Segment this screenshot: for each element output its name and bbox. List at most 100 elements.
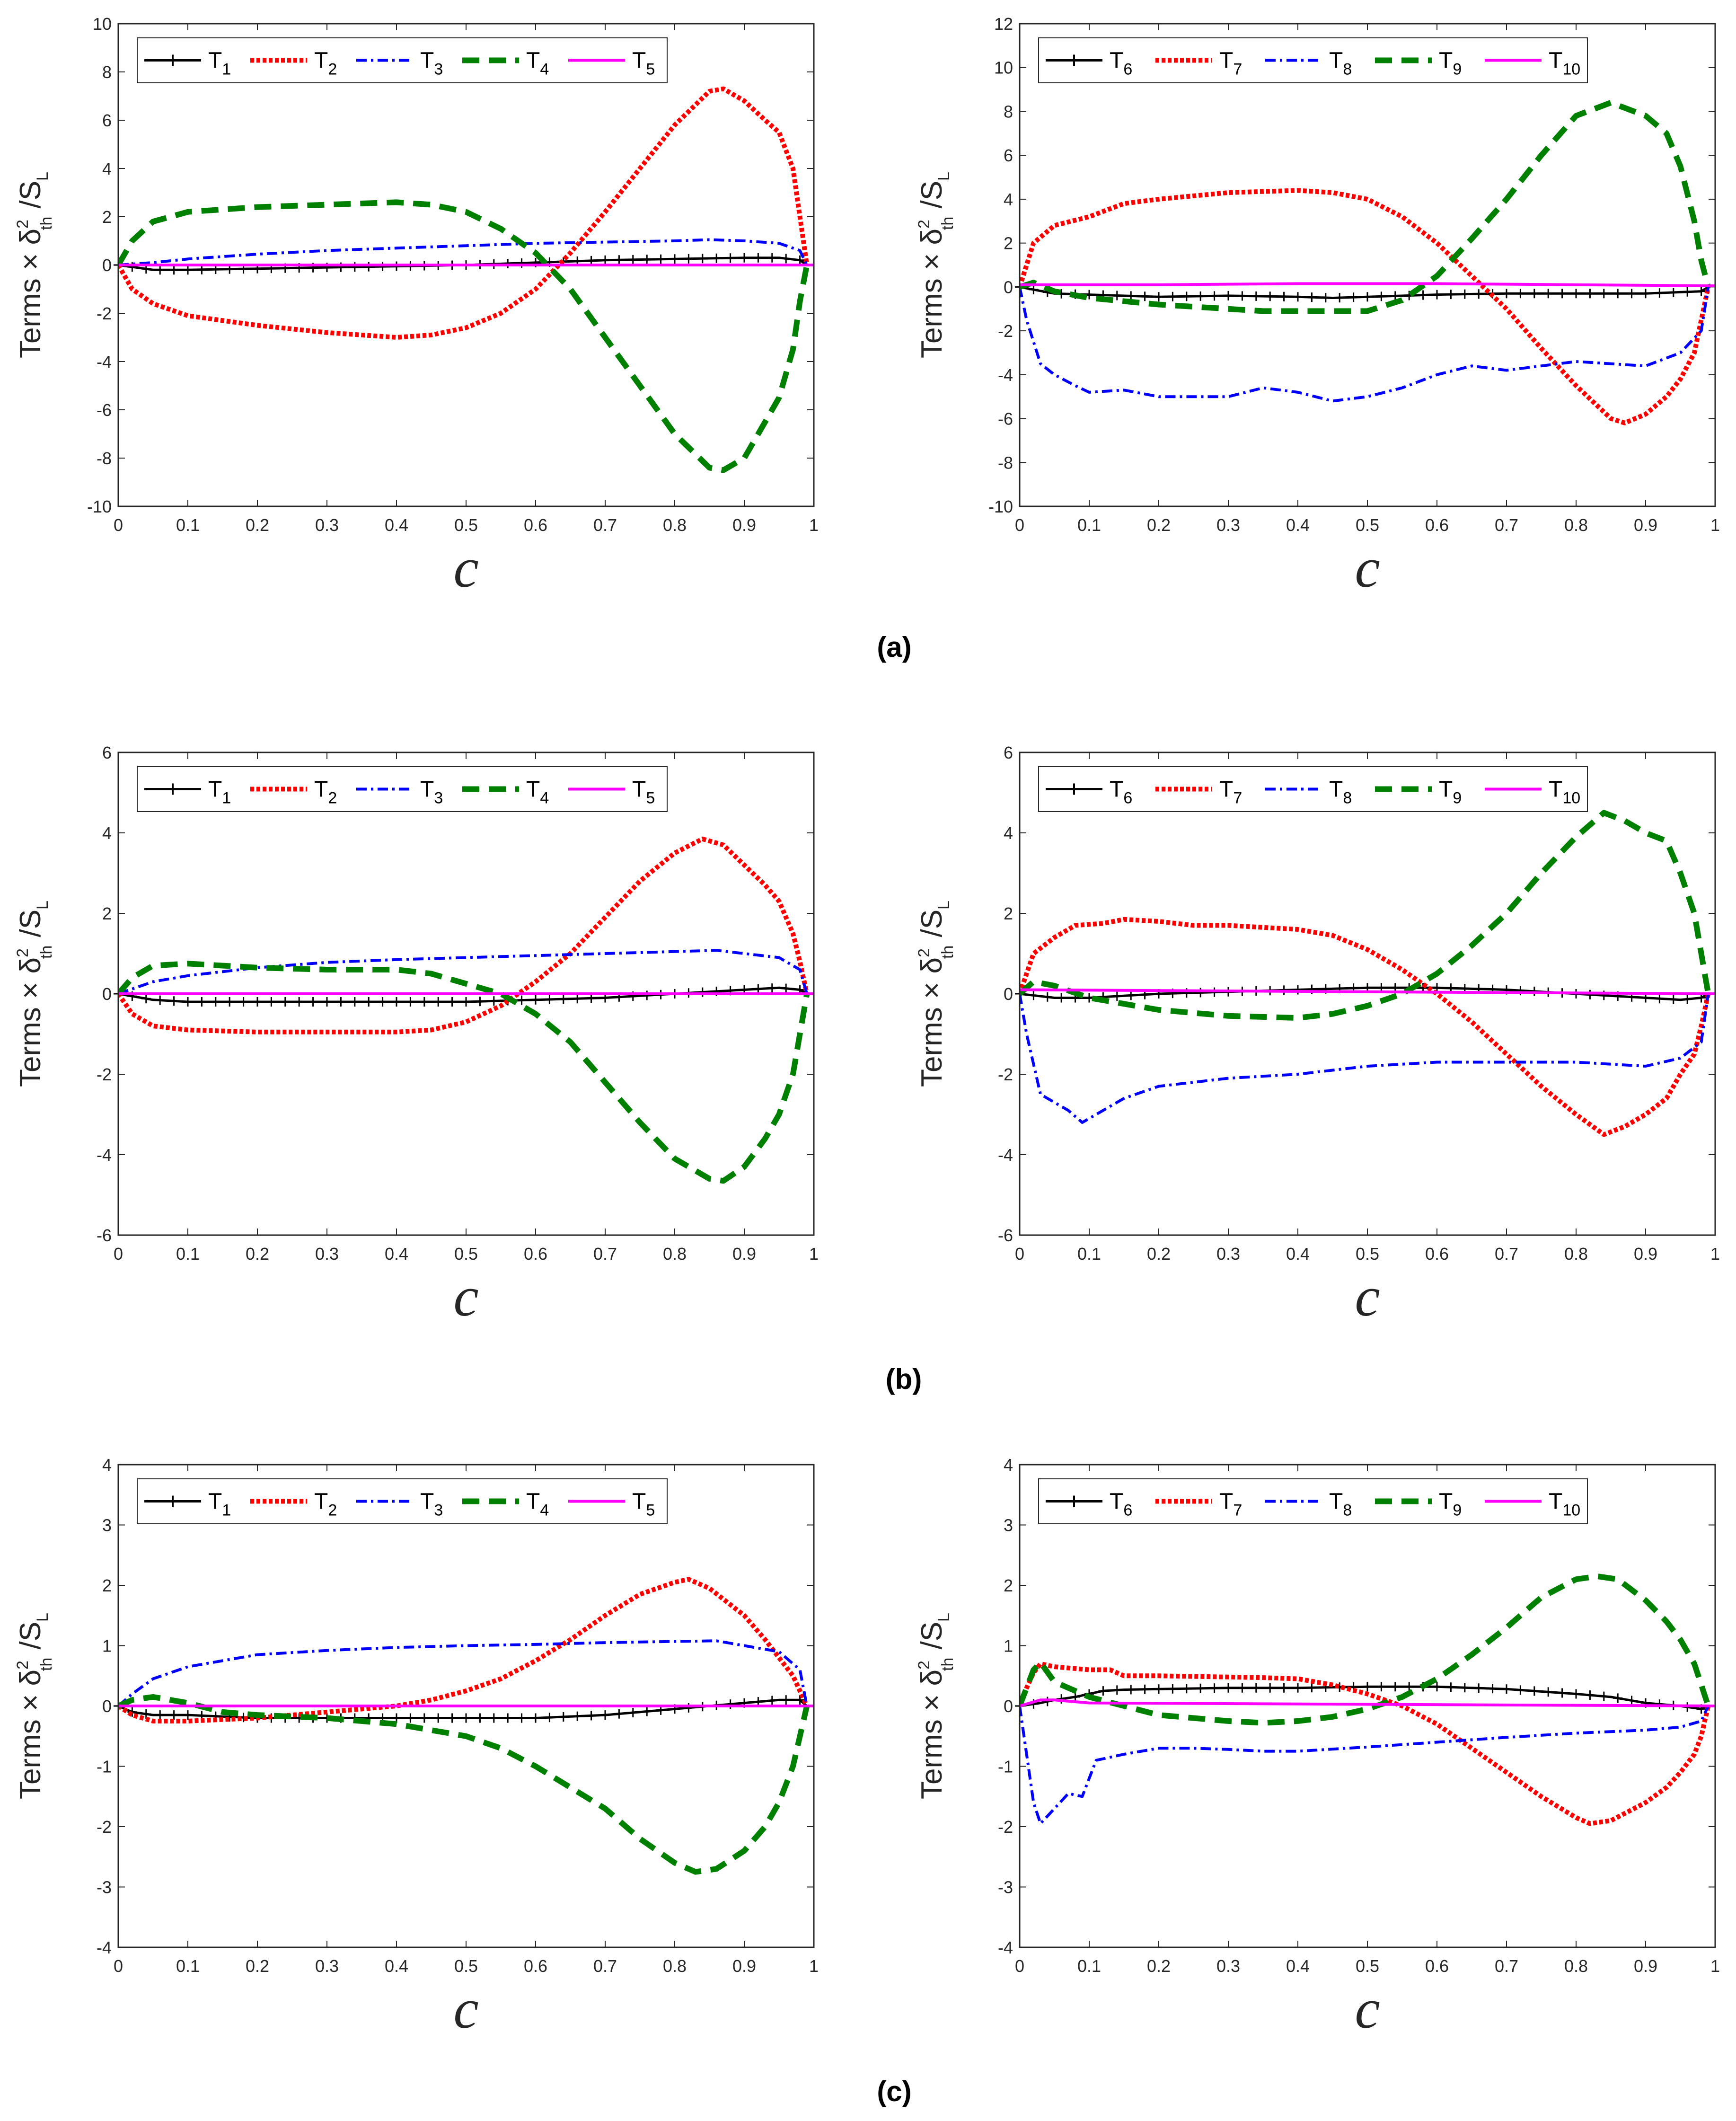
x-tick-label: 0.4 [385, 1956, 408, 1976]
x-tick-label: 0.5 [1356, 515, 1379, 535]
series-line-T7 [1020, 917, 1711, 1137]
series-marker-T1 [545, 994, 555, 1004]
x-tick-label: 0.6 [1425, 1244, 1449, 1264]
chart-5: 0 0.1 0.2 0.3 0.4 0.5 0.6 0.7 0.8 0.9 1 -4 -3 -2 -1 0 1 2… [14, 1455, 819, 2040]
x-tick-label: 1 [1710, 1956, 1720, 1976]
series-marker-T6 [1181, 292, 1191, 301]
y-tick-label: -3 [998, 1878, 1013, 1897]
series-marker-T1 [392, 1713, 401, 1723]
series-marker-T1 [573, 1711, 582, 1721]
series-marker-T6 [1627, 289, 1637, 299]
axes-box [117, 751, 815, 1236]
series-marker-T1 [767, 1696, 777, 1706]
series-marker-T6 [1446, 1682, 1456, 1692]
series-line-T4 [118, 1694, 810, 1875]
series-marker-T6 [1696, 286, 1706, 296]
series-marker-T6 [1112, 991, 1122, 1001]
series-line-T9 [1020, 810, 1711, 1021]
y-tick-label: 2 [102, 904, 112, 923]
series-marker-T6 [1488, 1684, 1498, 1694]
x-tick-label: 0.8 [663, 515, 687, 535]
x-tick-label: 0.2 [246, 1244, 269, 1264]
series-marker-T6 [1502, 1684, 1511, 1694]
series-marker-T1 [183, 1710, 193, 1720]
series-marker-T6 [1154, 292, 1163, 302]
series-marker-T6 [1529, 1686, 1539, 1696]
series-marker-T1 [628, 255, 638, 265]
x-tick-label: 0.1 [1077, 1956, 1101, 1976]
series-marker-T1 [600, 255, 610, 265]
series-marker-T1 [489, 996, 499, 1006]
legend: T6 T7 T8 T9 T10 [1038, 1478, 1588, 1524]
series-marker-T6 [1571, 289, 1581, 299]
x-tick-label: 0.8 [1564, 515, 1588, 535]
legend-marker-T6 [1068, 54, 1080, 66]
x-tick-label: 0.2 [1147, 1244, 1171, 1264]
series-marker-T1 [350, 997, 360, 1007]
series-line-T7 [1020, 1661, 1711, 1826]
x-tick-label: 1 [809, 515, 819, 535]
y-tick-label: -6 [97, 400, 112, 420]
y-axis-label: Terms × δ2 th /SL [915, 172, 957, 358]
series-marker-T6 [1196, 291, 1206, 301]
series-marker-T1 [489, 1713, 499, 1723]
x-tick-label: 0 [114, 1244, 123, 1264]
x-tick-label: 0.4 [1286, 515, 1310, 535]
series-marker-T1 [558, 1712, 568, 1722]
y-tick-label: -6 [998, 409, 1013, 429]
y-tick-label: -4 [97, 352, 112, 371]
y-tick-label: 6 [1004, 743, 1013, 762]
series-marker-T1 [294, 997, 304, 1007]
series-line-T3 [118, 238, 809, 266]
x-tick-label: 0.9 [1634, 1956, 1657, 1976]
series-marker-T1 [517, 995, 527, 1005]
panel-caption-a: (a) [877, 631, 911, 663]
x-tick-label: 0 [1015, 1244, 1024, 1264]
y-tick-label: -2 [998, 1817, 1013, 1837]
series-marker-T6 [1279, 1683, 1289, 1693]
series-marker-T6 [1251, 291, 1261, 301]
series-marker-T1 [503, 258, 513, 268]
series-marker-T1 [767, 253, 777, 263]
axes-box [117, 23, 815, 507]
series-marker-T1 [781, 254, 791, 264]
series-marker-T1 [169, 996, 179, 1006]
series-marker-T1 [531, 995, 540, 1005]
series-marker-T6 [1279, 292, 1289, 301]
x-tick-label: 0.4 [1286, 1956, 1310, 1976]
legend-label-T10: T10 [1549, 1489, 1580, 1520]
y-tick-label: 2 [102, 207, 112, 227]
series-marker-T6 [1168, 292, 1178, 301]
series-line-T10 [1020, 282, 1715, 287]
y-tick-label: 10 [93, 14, 112, 34]
x-tick-label: 0.9 [732, 1244, 756, 1264]
y-tick-label: 0 [1004, 1697, 1013, 1716]
x-tick-label: 0.8 [663, 1244, 687, 1264]
y-tick-label: 8 [1004, 102, 1013, 121]
x-tick-label: 0 [114, 1956, 123, 1976]
y-tick-label: -2 [998, 1065, 1013, 1084]
y-tick-label: 0 [102, 984, 112, 1004]
series-marker-T6 [1363, 1682, 1372, 1692]
x-axis-label: c [1355, 1977, 1380, 2040]
series-marker-T1 [336, 997, 346, 1007]
series-marker-T6 [1112, 291, 1122, 300]
series-line-T7 [1020, 188, 1711, 425]
x-tick-label: 0.3 [1216, 515, 1240, 535]
y-tick-label: 8 [102, 62, 112, 82]
axes-box [1019, 1464, 1716, 1948]
y-tick-label: 4 [102, 823, 112, 843]
x-tick-label: 0.7 [593, 1956, 617, 1976]
series-marker-T6 [1404, 1682, 1414, 1692]
x-tick-label: 0.7 [593, 515, 617, 535]
series-marker-T6 [1293, 1683, 1303, 1693]
y-axis-label: Terms × δ2 th /SL [915, 1613, 957, 1799]
x-tick-label: 0.9 [1634, 1244, 1657, 1264]
x-tick-label: 1 [809, 1956, 819, 1976]
series-marker-T1 [740, 253, 749, 263]
x-tick-label: 0.2 [1147, 1956, 1171, 1976]
series-marker-T6 [1154, 1684, 1163, 1694]
x-tick-label: 0.9 [1634, 515, 1657, 535]
legend: T6 T7 T8 T9 T10 [1038, 37, 1588, 83]
x-tick-label: 0.6 [1425, 1956, 1449, 1976]
